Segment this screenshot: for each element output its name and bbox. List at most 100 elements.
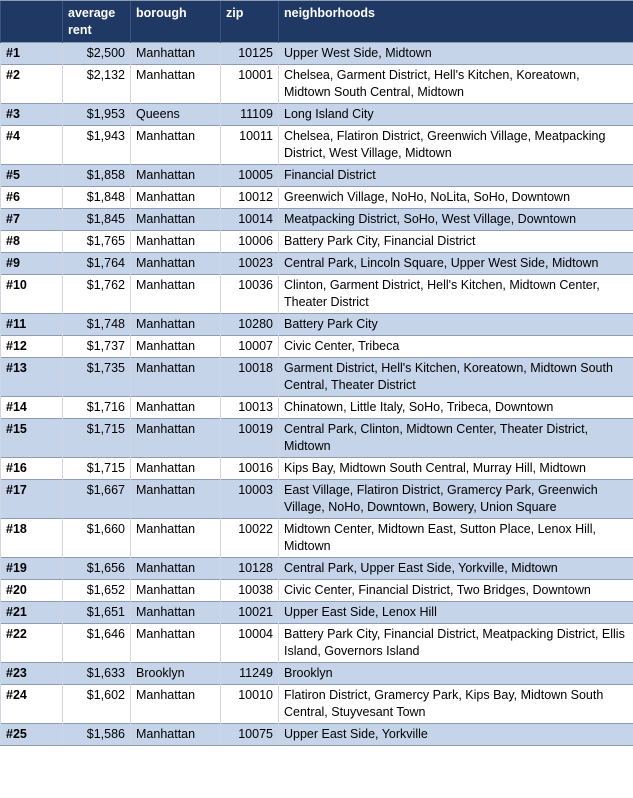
table-row: #8 $1,765 Manhattan 10006 Battery Park City,… [0,230,633,253]
borough-cell: Manhattan [130,418,221,458]
rent-cell: $1,715 [62,457,131,480]
table-row: #11 $1,748 Manhattan 10280 Battery Park City [0,313,633,336]
rent-cell: $1,848 [62,186,131,209]
header-cell: average rent [62,0,131,43]
borough-cell: Manhattan [130,684,221,724]
neighborhoods-cell: Upper East Side, Lenox Hill [278,601,633,624]
neighborhoods-cell: East Village, Flatiron District, Gramerc… [278,479,633,519]
neighborhoods-cell: Central Park, Clinton, Midtown Center, T… [278,418,633,458]
rent-cell: $1,646 [62,623,131,663]
rent-cell: $1,633 [62,662,131,685]
rank-cell: #21 [0,601,63,624]
rank-cell: #10 [0,274,63,314]
rank-cell: #11 [0,313,63,336]
zip-cell: 10010 [220,684,279,724]
zip-cell: 10023 [220,252,279,275]
table-row: #19 $1,656 Manhattan 10128 Central Park, Upp… [0,557,633,580]
zip-cell: 10014 [220,208,279,231]
borough-cell: Brooklyn [130,662,221,685]
borough-cell: Manhattan [130,164,221,187]
rent-cell: $1,667 [62,479,131,519]
table-row: #4 $1,943 Manhattan 10011 Chelsea, Flatiron … [0,125,633,165]
neighborhoods-cell: Civic Center, Tribeca [278,335,633,358]
borough-cell: Manhattan [130,313,221,336]
borough-cell: Manhattan [130,457,221,480]
zip-cell: 10021 [220,601,279,624]
rank-cell: #6 [0,186,63,209]
rank-cell: #2 [0,64,63,104]
borough-cell: Manhattan [130,357,221,397]
neighborhoods-cell: Meatpacking District, SoHo, West Village… [278,208,633,231]
rent-cell: $1,845 [62,208,131,231]
header-row: average rent borough zip neighborhoods [0,0,633,43]
rank-cell: #9 [0,252,63,275]
rank-cell: #25 [0,723,63,746]
table-row: #18 $1,660 Manhattan 10022 Midtown Center, M… [0,518,633,558]
zip-cell: 10005 [220,164,279,187]
zip-cell: 10016 [220,457,279,480]
neighborhoods-cell: Garment District, Hell's Kitchen, Koreat… [278,357,633,397]
neighborhoods-cell: Chelsea, Flatiron District, Greenwich Vi… [278,125,633,165]
table-row: #16 $1,715 Manhattan 10016 Kips Bay, Midtown… [0,457,633,480]
neighborhoods-cell: Financial District [278,164,633,187]
borough-cell: Manhattan [130,518,221,558]
zip-cell: 10075 [220,723,279,746]
borough-cell: Manhattan [130,125,221,165]
table-row: #2 $2,132 Manhattan 10001 Chelsea, Garment D… [0,64,633,104]
table-row: #14 $1,716 Manhattan 10013 Chinatown, Little… [0,396,633,419]
table-row: #6 $1,848 Manhattan 10012 Greenwich Village,… [0,186,633,209]
header-cell [0,0,63,43]
rank-cell: #18 [0,518,63,558]
header-cell: zip [220,0,279,43]
rank-cell: #17 [0,479,63,519]
rank-cell: #22 [0,623,63,663]
zip-cell: 10128 [220,557,279,580]
borough-cell: Manhattan [130,252,221,275]
neighborhoods-cell: Civic Center, Financial District, Two Br… [278,579,633,602]
rent-cell: $1,651 [62,601,131,624]
rent-table: average rent borough zip neighborhoods #… [0,0,633,746]
header-cell: neighborhoods [278,0,633,43]
rank-cell: #8 [0,230,63,253]
table-row: #10 $1,762 Manhattan 10036 Clinton, Garment … [0,274,633,314]
neighborhoods-cell: Clinton, Garment District, Hell's Kitche… [278,274,633,314]
table-row: #20 $1,652 Manhattan 10038 Civic Center, Fin… [0,579,633,602]
header-cell: borough [130,0,221,43]
borough-cell: Manhattan [130,396,221,419]
rent-cell: $1,943 [62,125,131,165]
table-row: #24 $1,602 Manhattan 10010 Flatiron District… [0,684,633,724]
rank-cell: #19 [0,557,63,580]
neighborhoods-cell: Kips Bay, Midtown South Central, Murray … [278,457,633,480]
rent-cell: $2,500 [62,42,131,65]
rent-cell: $1,765 [62,230,131,253]
table-row: #13 $1,735 Manhattan 10018 Garment District,… [0,357,633,397]
neighborhoods-cell: Greenwich Village, NoHo, NoLita, SoHo, D… [278,186,633,209]
zip-cell: 10012 [220,186,279,209]
table-row: #21 $1,651 Manhattan 10021 Upper East Side, … [0,601,633,624]
rank-cell: #7 [0,208,63,231]
table-row: #17 $1,667 Manhattan 10003 East Village, Fla… [0,479,633,519]
rank-cell: #16 [0,457,63,480]
rent-cell: $1,762 [62,274,131,314]
zip-cell: 10022 [220,518,279,558]
rank-cell: #13 [0,357,63,397]
neighborhoods-cell: Upper West Side, Midtown [278,42,633,65]
zip-cell: 10018 [220,357,279,397]
table-row: #3 $1,953 Queens 11109 Long Island City [0,103,633,126]
rank-cell: #1 [0,42,63,65]
neighborhoods-cell: Chelsea, Garment District, Hell's Kitche… [278,64,633,104]
borough-cell: Manhattan [130,274,221,314]
zip-cell: 10001 [220,64,279,104]
zip-cell: 10003 [220,479,279,519]
zip-cell: 11109 [220,103,279,126]
table-body: #1 $2,500 Manhattan 10125 Upper West Side, M… [0,42,633,746]
table-row: #22 $1,646 Manhattan 10004 Battery Park City… [0,623,633,663]
rank-cell: #3 [0,103,63,126]
zip-cell: 10004 [220,623,279,663]
neighborhoods-cell: Flatiron District, Gramercy Park, Kips B… [278,684,633,724]
neighborhoods-cell: Central Park, Lincoln Square, Upper West… [278,252,633,275]
borough-cell: Manhattan [130,601,221,624]
zip-cell: 11249 [220,662,279,685]
neighborhoods-cell: Battery Park City [278,313,633,336]
rank-cell: #5 [0,164,63,187]
